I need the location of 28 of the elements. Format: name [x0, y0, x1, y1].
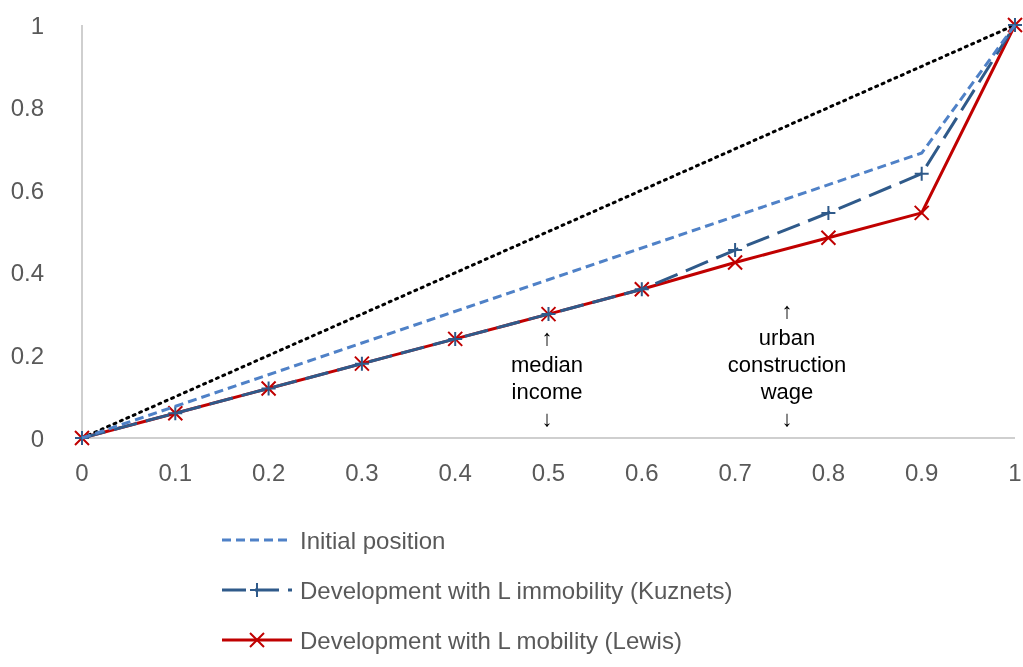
x-tick-label: 0	[75, 459, 89, 486]
y-tick-label: 0.2	[10, 341, 44, 369]
y-tick-label: 0	[30, 424, 44, 452]
x-tick-label: 0.7	[718, 459, 752, 486]
legend-label: Development with L mobility (Lewis)	[300, 626, 682, 654]
point	[913, 165, 930, 182]
x-tick-label: 0.5	[531, 459, 566, 486]
y-tick-label: 1	[30, 11, 44, 39]
point	[820, 204, 837, 221]
x-tick-label: 0.2	[251, 459, 286, 486]
x-tick-label: 0.6	[625, 459, 659, 486]
point	[727, 242, 744, 259]
point	[820, 229, 837, 246]
y-tick-label: 0.4	[10, 259, 44, 287]
y-tick-label: 0.6	[10, 176, 44, 204]
x-tick-label: 0.3	[345, 459, 379, 486]
x-tick-label: 0.4	[438, 459, 472, 486]
annotation: ↑ urban construction wage ↓	[727, 298, 847, 431]
x-tick-label: 1	[1008, 459, 1022, 486]
x-tick-label: 0.9	[905, 459, 939, 486]
x-tick-label: 0.8	[811, 459, 846, 486]
y-tick-label: 0.8	[10, 94, 44, 122]
annotation: ↑ median income ↓	[510, 325, 584, 431]
point	[727, 254, 744, 271]
x-tick-label: 0.1	[158, 459, 192, 486]
legend-label: Initial position	[300, 526, 446, 554]
legend-label: Development with L immobility (Kuznets)	[300, 576, 733, 604]
point	[913, 204, 930, 221]
